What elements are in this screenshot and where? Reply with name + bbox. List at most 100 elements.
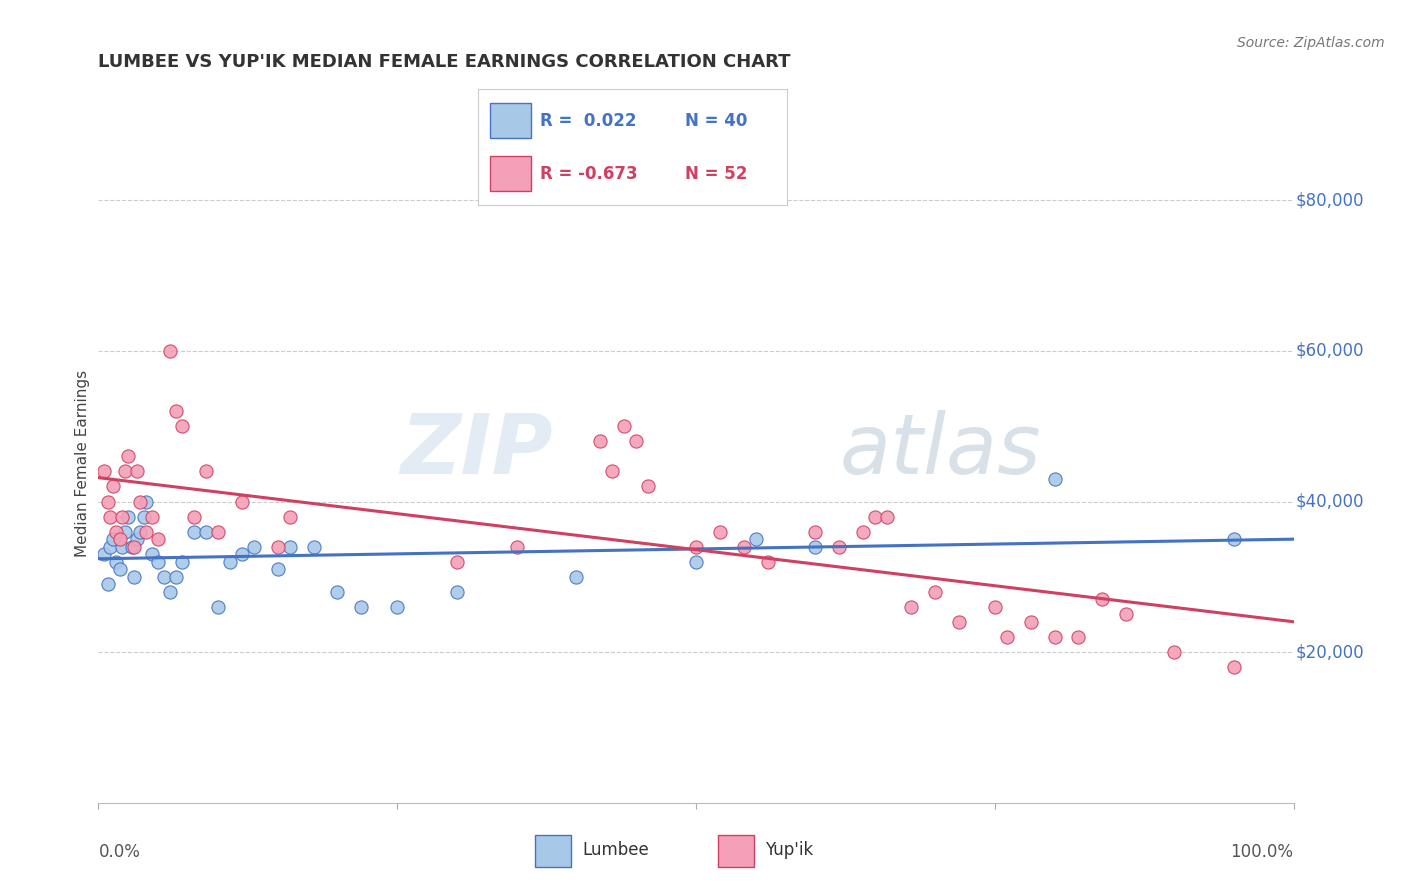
- Point: [105, 555, 128, 569]
- Text: atlas: atlas: [839, 409, 1040, 491]
- Point: [183, 509, 205, 524]
- Point: [637, 479, 659, 493]
- Text: 100.0%: 100.0%: [1230, 844, 1294, 862]
- Point: [326, 585, 349, 599]
- Text: Source: ZipAtlas.com: Source: ZipAtlas.com: [1237, 36, 1385, 50]
- Text: R =  0.022: R = 0.022: [540, 112, 637, 129]
- Point: [153, 570, 176, 584]
- Point: [948, 615, 970, 629]
- Text: 0.0%: 0.0%: [98, 844, 141, 862]
- Point: [124, 570, 146, 584]
- Point: [1019, 615, 1042, 629]
- Text: LUMBEE VS YUP'IK MEDIAN FEMALE EARNINGS CORRELATION CHART: LUMBEE VS YUP'IK MEDIAN FEMALE EARNINGS …: [98, 54, 792, 71]
- Point: [924, 585, 946, 599]
- Text: ZIP: ZIP: [399, 409, 553, 491]
- Point: [589, 434, 612, 449]
- Point: [278, 509, 301, 524]
- Point: [876, 509, 898, 524]
- Point: [165, 570, 187, 584]
- Point: [101, 532, 124, 546]
- Point: [863, 509, 886, 524]
- Point: [159, 585, 181, 599]
- Point: [1043, 630, 1066, 644]
- Point: [385, 599, 409, 614]
- Point: [804, 524, 827, 539]
- Point: [1163, 645, 1185, 659]
- Point: [745, 532, 768, 546]
- Point: [121, 540, 143, 554]
- Point: [108, 562, 131, 576]
- Point: [148, 532, 170, 546]
- Text: R = -0.673: R = -0.673: [540, 165, 637, 183]
- Point: [446, 555, 468, 569]
- Point: [1222, 532, 1246, 546]
- Point: [129, 494, 152, 508]
- Point: [709, 524, 731, 539]
- Point: [756, 555, 779, 569]
- Point: [183, 524, 205, 539]
- Point: [600, 464, 623, 478]
- Point: [114, 524, 136, 539]
- Text: $20,000: $20,000: [1296, 643, 1365, 661]
- Point: [506, 540, 529, 554]
- Point: [108, 532, 131, 546]
- Point: [114, 464, 136, 478]
- Point: [219, 555, 242, 569]
- Point: [101, 479, 124, 493]
- Point: [733, 540, 755, 554]
- Text: N = 52: N = 52: [685, 165, 748, 183]
- Point: [267, 540, 290, 554]
- Point: [804, 540, 827, 554]
- Point: [624, 434, 647, 449]
- Point: [194, 464, 217, 478]
- Point: [97, 577, 120, 591]
- Bar: [491, 103, 530, 138]
- Point: [243, 540, 266, 554]
- Point: [165, 404, 187, 418]
- Point: [613, 419, 636, 434]
- Point: [900, 599, 922, 614]
- Point: [194, 524, 217, 539]
- Point: [159, 343, 181, 358]
- Point: [983, 599, 1005, 614]
- Point: [135, 524, 157, 539]
- Bar: [491, 156, 530, 191]
- Point: [98, 540, 122, 554]
- Point: [132, 509, 155, 524]
- Point: [148, 555, 170, 569]
- Point: [105, 524, 128, 539]
- Text: $60,000: $60,000: [1296, 342, 1364, 359]
- Bar: [717, 835, 754, 867]
- Point: [172, 555, 194, 569]
- Point: [129, 524, 152, 539]
- Point: [93, 547, 115, 561]
- Y-axis label: Median Female Earnings: Median Female Earnings: [75, 370, 90, 558]
- Text: N = 40: N = 40: [685, 112, 748, 129]
- Point: [231, 494, 253, 508]
- Point: [302, 540, 325, 554]
- Point: [685, 540, 707, 554]
- Point: [1043, 472, 1066, 486]
- Point: [995, 630, 1018, 644]
- Point: [207, 599, 229, 614]
- Point: [135, 494, 157, 508]
- Point: [117, 450, 139, 464]
- Point: [685, 555, 707, 569]
- Point: [141, 547, 163, 561]
- Point: [125, 464, 148, 478]
- Bar: [534, 835, 571, 867]
- Point: [172, 419, 194, 434]
- Point: [207, 524, 229, 539]
- Point: [111, 540, 134, 554]
- Text: Lumbee: Lumbee: [582, 840, 650, 859]
- Point: [124, 540, 146, 554]
- Point: [93, 464, 115, 478]
- Point: [1067, 630, 1090, 644]
- Point: [141, 509, 163, 524]
- Point: [231, 547, 253, 561]
- Point: [1222, 660, 1246, 674]
- Point: [565, 570, 588, 584]
- Point: [117, 509, 139, 524]
- Text: Yup'ik: Yup'ik: [765, 840, 814, 859]
- Point: [446, 585, 468, 599]
